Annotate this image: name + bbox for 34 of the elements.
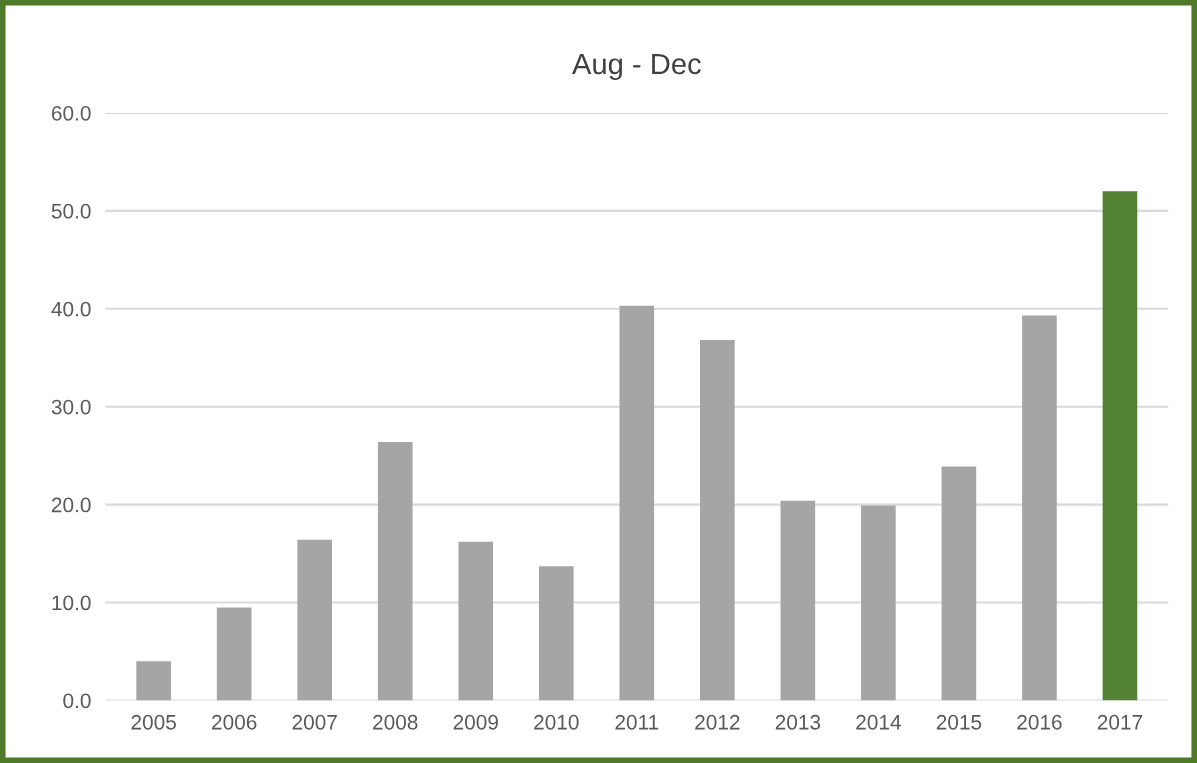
x-tick-label: 2014 [856, 714, 901, 730]
x-tick-label: 2017 [1097, 714, 1143, 730]
x-tick-label: 2007 [292, 714, 337, 730]
bar [941, 466, 977, 701]
y-tick-label: 30.0 [51, 399, 91, 415]
bar [216, 607, 252, 701]
bar [700, 340, 735, 701]
x-tick-label: 2016 [1017, 714, 1062, 730]
x-tick-label: 2008 [373, 714, 418, 730]
bar [538, 566, 574, 701]
bar [619, 305, 655, 701]
x-tick-label: 2010 [534, 714, 579, 730]
x-tick-label: 2013 [775, 714, 821, 730]
y-tick-label: 50.0 [51, 203, 91, 219]
y-tick-label: 10.0 [52, 595, 91, 611]
bar [458, 541, 494, 701]
x-tick-label: 2011 [615, 714, 659, 730]
bar [780, 500, 816, 701]
x-tick-label: 2012 [695, 714, 740, 730]
y-tick-label: 20.0 [51, 497, 91, 513]
x-tick-label: 2005 [131, 714, 176, 730]
x-tick-label: 2015 [936, 714, 982, 730]
bar [1102, 191, 1138, 701]
x-tick-label: 2009 [453, 714, 498, 730]
bar [136, 661, 171, 701]
x-tick-label: 2006 [212, 714, 257, 730]
y-tick-label: 40.0 [51, 301, 91, 317]
y-tick-label: 60.0 [51, 105, 91, 121]
bar [377, 441, 413, 701]
bar [1022, 315, 1057, 701]
bar [297, 539, 333, 701]
bar [861, 505, 896, 701]
chart-title: Aug - Dec [572, 53, 701, 81]
y-tick-label: 0.0 [63, 693, 91, 709]
